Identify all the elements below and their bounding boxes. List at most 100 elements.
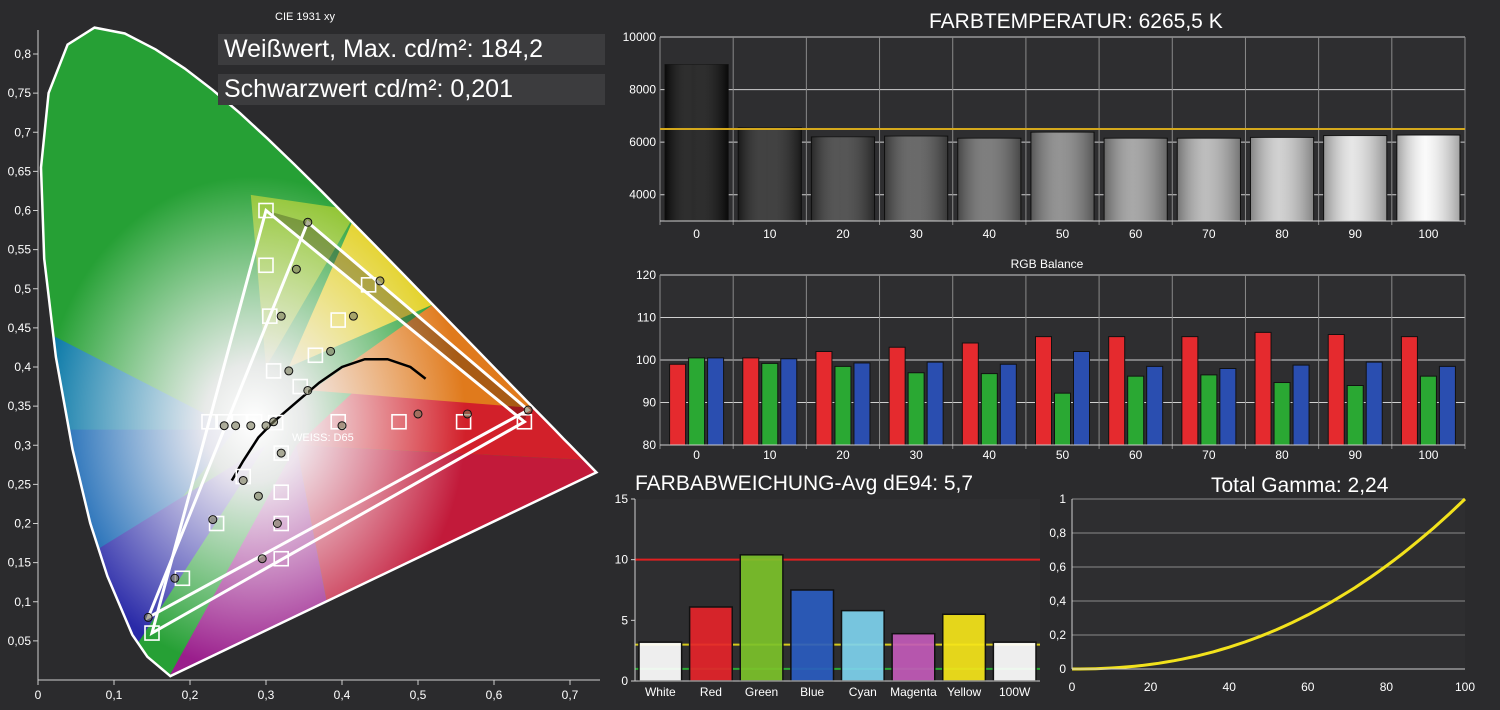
colortemp-chart: 4000 6000 8000 10000 0 10 20 30 40 50 60 70 80 90 100 xyxy=(623,30,1466,241)
measured-point xyxy=(253,491,263,501)
rgb-panel: 80 90 100 110 120 0 10 20 30 40 50 60 70 80 90 100 RGB … xyxy=(605,245,1500,470)
zone-white xyxy=(41,27,597,677)
ct-y-tick: 6000 xyxy=(629,135,656,149)
measured-point xyxy=(413,409,423,419)
measured-point xyxy=(284,366,294,376)
cie-y-tick: 0,6 xyxy=(14,204,31,218)
target-point xyxy=(330,413,347,430)
measured-point xyxy=(170,573,180,583)
cie-chart: 0 0,1 0,2 0,3 0,4 0,5 0,6 0,7 0,05 0,1 0,15 0,2 0,25… xyxy=(8,11,600,702)
rgb-bar xyxy=(1292,364,1310,446)
rgb-bar xyxy=(1327,334,1345,446)
rgb-bar xyxy=(669,363,687,446)
gamma-curve xyxy=(1072,497,1467,671)
measured-point xyxy=(276,448,286,458)
de-bar xyxy=(942,613,987,682)
measured-point xyxy=(261,421,271,431)
rgb-x-tick: 70 xyxy=(1202,448,1216,462)
rgb-bar xyxy=(980,373,998,446)
de-x-tick: Blue xyxy=(800,685,824,699)
target-point xyxy=(307,347,324,364)
cie-x-tick: 0,2 xyxy=(182,688,199,702)
rgb-x-tick: 20 xyxy=(836,448,850,462)
cie-y-tick: 0,05 xyxy=(8,634,32,648)
rgb-y-tick: 120 xyxy=(636,268,656,282)
ct-x-tick: 60 xyxy=(1129,227,1143,241)
gm-y-tick: 0,2 xyxy=(1049,628,1066,642)
rgb-chart: 80 90 100 110 120 0 10 20 30 40 50 60 70 80 90 100 RGB … xyxy=(636,257,1466,462)
ct-y-tick: 8000 xyxy=(629,83,656,97)
measured-point xyxy=(303,385,313,395)
rgb-bar xyxy=(1273,382,1291,446)
de-x-tick: Green xyxy=(745,685,778,699)
measured-point xyxy=(143,612,153,622)
de-x-tick: Magenta xyxy=(890,685,937,699)
white-max-label: Weißwert, Max. cd/m²: 184,2 xyxy=(218,34,605,65)
rgb-x-tick: 50 xyxy=(1056,448,1070,462)
cie-locus-fill xyxy=(41,27,597,677)
de-x-tick: 100W xyxy=(999,685,1031,699)
target-point xyxy=(265,363,282,379)
rgb-bar xyxy=(1400,336,1418,446)
cie-x-tick: 0,1 xyxy=(106,688,123,702)
cie-y-tick: 0,2 xyxy=(14,517,31,531)
ct-x-tick: 0 xyxy=(693,227,700,241)
gm-x-tick: 40 xyxy=(1223,680,1237,694)
gm-x-tick: 80 xyxy=(1380,680,1394,694)
ct-bar-shade xyxy=(1030,132,1095,221)
ct-bar-shade xyxy=(1396,135,1460,221)
measured-point xyxy=(272,519,282,528)
target-point xyxy=(273,550,290,567)
rgb-x-tick: 90 xyxy=(1349,448,1363,462)
rgb-bar xyxy=(1438,365,1456,446)
de-x-tick: Cyan xyxy=(849,685,877,699)
rgb-bar xyxy=(1054,392,1071,446)
target-point xyxy=(208,515,225,532)
measured-point xyxy=(276,311,286,321)
rgb-bar xyxy=(1346,385,1364,446)
cie-x-tick: 0,7 xyxy=(562,688,579,702)
rgb-bar xyxy=(1365,361,1383,446)
gamma-panel: 0 0,2 0,4 0,6 0,8 1 0 20 40 60 80 100 Total Gamma: … xyxy=(1045,470,1500,705)
ct-x-tick: 80 xyxy=(1275,227,1289,241)
measured-point xyxy=(303,217,313,227)
cie-title: CIE 1931 xy xyxy=(275,11,335,23)
target-point xyxy=(201,413,217,430)
cie-x-tick: 0,6 xyxy=(486,688,503,702)
ct-x-tick: 10 xyxy=(763,227,777,241)
rgb-x-tick: 40 xyxy=(983,448,997,462)
colortemp-title: FARBTEMPERATUR: 6265,5 K xyxy=(923,10,1229,34)
rgb-y-tick: 110 xyxy=(637,311,656,325)
cie-x-tick: 0,4 xyxy=(334,688,351,702)
rgb-y-tick: 90 xyxy=(643,396,657,410)
cie-y-tick: 0,8 xyxy=(14,47,31,61)
rgb-x-tick: 10 xyxy=(763,448,777,462)
gm-y-tick: 0,6 xyxy=(1049,560,1066,574)
rgb-bar xyxy=(780,358,798,446)
measured-point xyxy=(269,417,279,427)
de-y-tick: 15 xyxy=(615,492,629,506)
measured-point xyxy=(375,276,385,286)
rgb-y-tick: 80 xyxy=(643,438,657,452)
de-bar xyxy=(688,606,733,682)
rgb-bar xyxy=(742,357,760,446)
rgb-bar xyxy=(1181,336,1199,446)
cie-y-tick: 0,35 xyxy=(8,399,32,413)
de-bar xyxy=(891,632,936,682)
cie-x-tick: 0,5 xyxy=(410,688,427,702)
cie-x-tick: 0 xyxy=(35,688,42,702)
rgb-bar xyxy=(815,351,833,446)
ct-x-tick: 20 xyxy=(836,227,850,241)
ct-x-tick: 50 xyxy=(1056,227,1070,241)
gamma-chart: 0 0,2 0,4 0,6 0,8 1 0 20 40 60 80 100 xyxy=(1049,492,1475,694)
de-y-tick: 0 xyxy=(621,674,628,688)
measured-point xyxy=(208,515,218,525)
gm-y-tick: 0,4 xyxy=(1049,594,1066,608)
target-point xyxy=(273,484,290,501)
ct-x-tick: 90 xyxy=(1349,227,1363,241)
de-x-tick: Yellow xyxy=(947,685,982,699)
gm-x-tick: 100 xyxy=(1455,680,1475,694)
de-bar xyxy=(739,554,784,682)
target-point xyxy=(144,625,160,641)
de-bar xyxy=(790,589,835,682)
